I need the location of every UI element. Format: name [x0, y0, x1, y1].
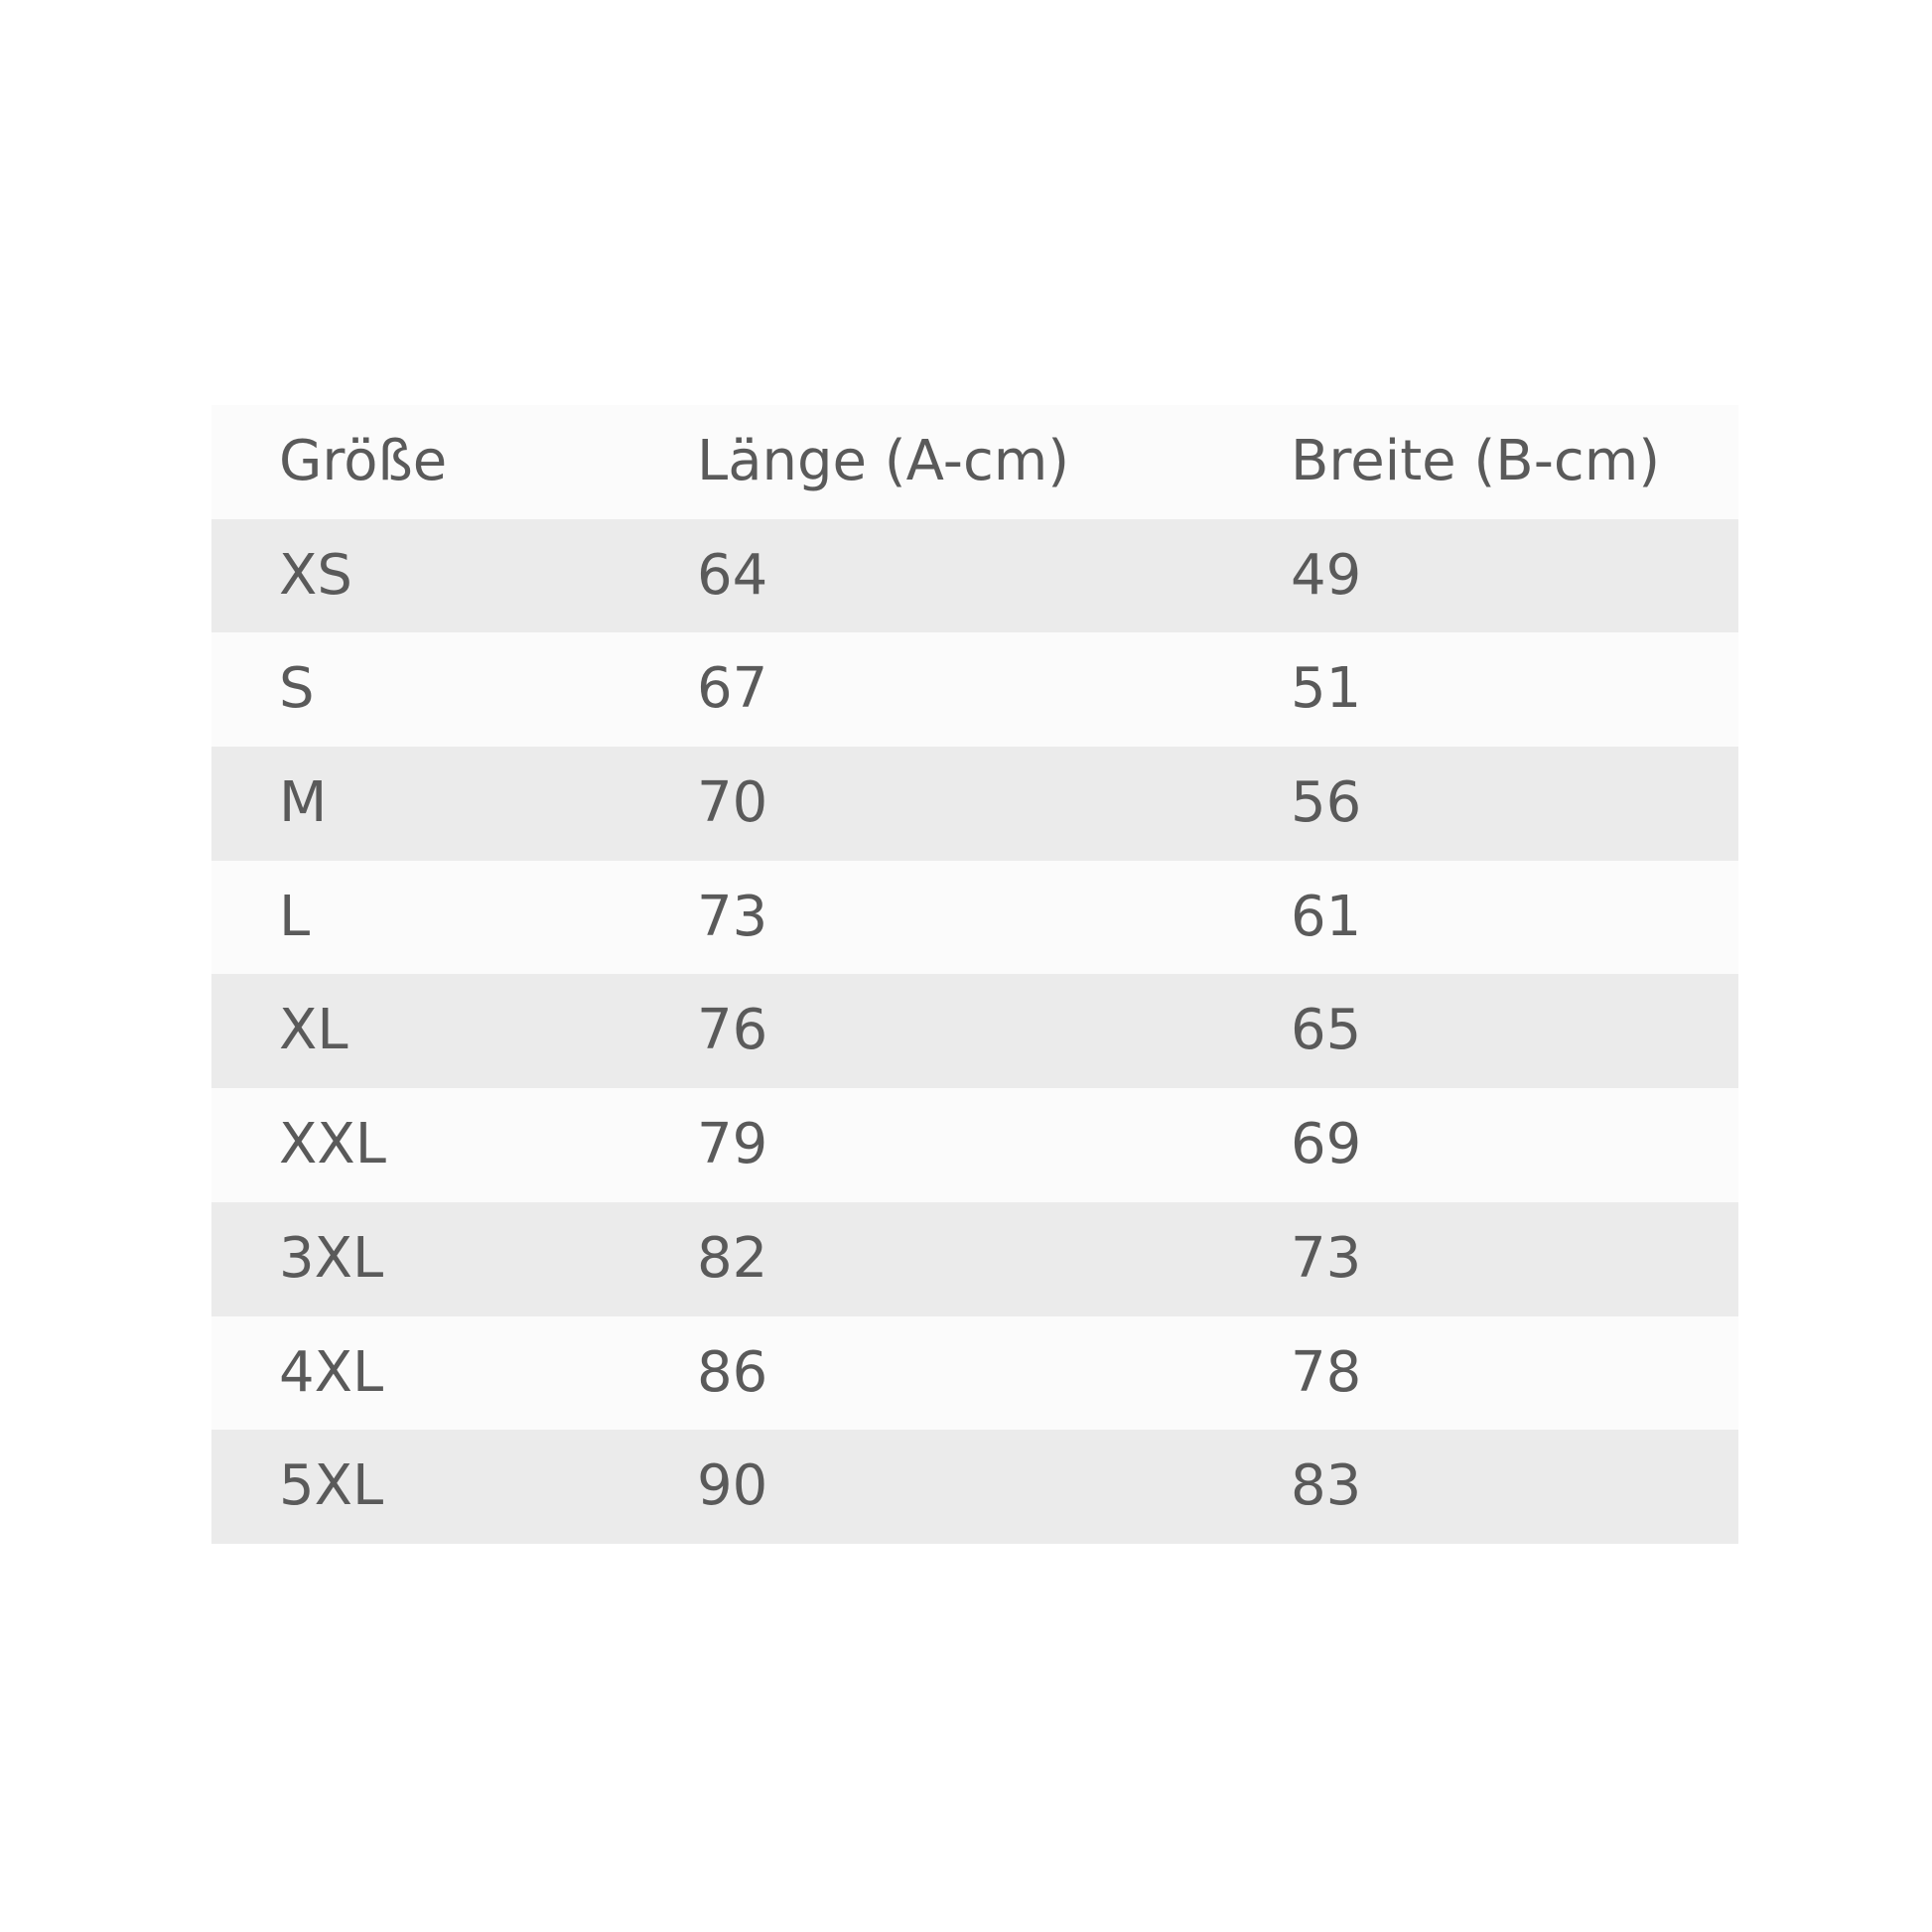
length-cell: 73	[697, 884, 768, 949]
table-row: XS 64 49	[211, 518, 1738, 633]
length-cell: 76	[697, 998, 768, 1063]
length-cell: 70	[697, 770, 768, 836]
width-cell: 49	[1291, 542, 1362, 608]
length-cell: 86	[697, 1339, 768, 1405]
header-row: Größe Länge (A-cm) Breite (B-cm)	[211, 405, 1738, 519]
table-row: M 70 56	[211, 747, 1738, 861]
size-chart-table: Größe Länge (A-cm) Breite (B-cm) XS 64 49 S…	[211, 405, 1738, 1544]
header-length: Länge (A-cm)	[697, 429, 1070, 493]
size-cell: 3XL	[279, 1225, 384, 1291]
table-row: 4XL 86 78	[211, 1315, 1738, 1431]
width-cell: 65	[1291, 998, 1362, 1063]
table-row: 5XL 90 83	[211, 1430, 1738, 1544]
size-cell: XS	[279, 542, 352, 608]
header-size: Größe	[279, 429, 448, 493]
size-cell: L	[279, 884, 311, 949]
size-cell: XXL	[279, 1112, 386, 1177]
width-cell: 51	[1291, 656, 1362, 722]
table-row: XXL 79 69	[211, 1088, 1738, 1202]
length-cell: 82	[697, 1225, 768, 1291]
width-cell: 73	[1291, 1225, 1362, 1291]
size-cell: XL	[279, 998, 348, 1063]
size-cell: 4XL	[279, 1339, 384, 1405]
length-cell: 79	[697, 1112, 768, 1177]
size-cell: S	[279, 656, 315, 722]
table-row: L 73 61	[211, 860, 1738, 975]
table-row: XL 76 65	[211, 974, 1738, 1089]
width-cell: 56	[1291, 770, 1362, 836]
width-cell: 83	[1291, 1453, 1362, 1519]
length-cell: 90	[697, 1453, 768, 1519]
width-cell: 61	[1291, 884, 1362, 949]
header-width: Breite (B-cm)	[1291, 429, 1661, 493]
table-row: 3XL 82 73	[211, 1201, 1738, 1316]
length-cell: 64	[697, 542, 768, 608]
size-cell: 5XL	[279, 1453, 384, 1519]
width-cell: 78	[1291, 1339, 1362, 1405]
width-cell: 69	[1291, 1112, 1362, 1177]
size-cell: M	[279, 770, 328, 836]
table-row: S 67 51	[211, 632, 1738, 748]
length-cell: 67	[697, 656, 768, 722]
